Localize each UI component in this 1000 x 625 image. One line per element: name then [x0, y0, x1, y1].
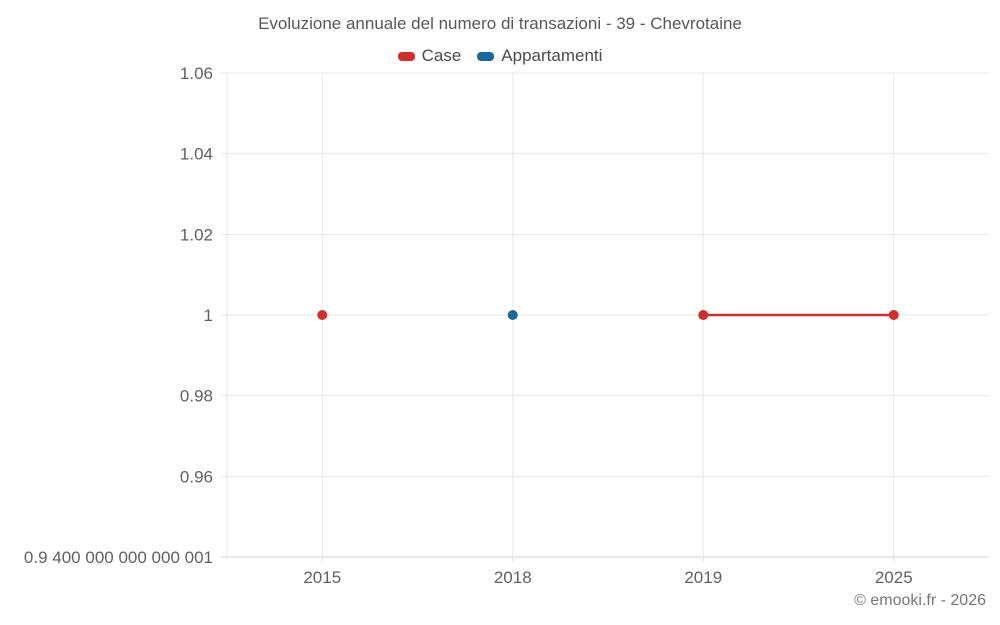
chart-title: Evoluzione annuale del numero di transaz…	[258, 14, 742, 33]
y-tick-label: 0.98	[180, 387, 213, 406]
y-tick-label: 1.02	[180, 225, 213, 244]
data-point-case[interactable]	[698, 310, 709, 320]
data-point-appartamenti[interactable]	[507, 310, 518, 320]
legend-label-appartamenti: Appartamenti	[501, 46, 603, 65]
chart-legend: Case Appartamenti	[0, 46, 1000, 66]
y-tick-label: 1.06	[180, 64, 213, 83]
credit-text: © emooki.fr - 2026	[854, 592, 986, 609]
legend-label-case: Case	[421, 46, 462, 65]
legend-item-case[interactable]: Case	[397, 46, 462, 66]
x-tick-label: 2015	[303, 568, 341, 587]
legend-swatch-case-icon	[397, 51, 415, 61]
legend-item-appartamenti[interactable]: Appartamenti	[477, 46, 602, 66]
legend-swatch-appartamenti-icon	[477, 51, 495, 61]
y-tick-label: 0.96	[180, 467, 213, 486]
x-tick-label: 2025	[875, 568, 913, 587]
x-tick-label: 2018	[494, 568, 532, 587]
data-point-case[interactable]	[888, 310, 899, 320]
y-tick-label: 1	[204, 306, 213, 325]
y-tick-label: 1.04	[180, 145, 213, 164]
y-tick-label: 0.9 400 000 000 000 001	[24, 548, 213, 567]
x-tick-label: 2019	[684, 568, 722, 587]
data-point-case[interactable]	[317, 310, 328, 320]
